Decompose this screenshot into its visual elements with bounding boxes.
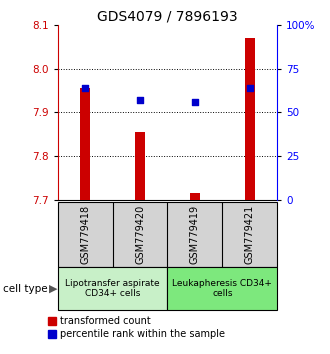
Text: GSM779420: GSM779420: [135, 205, 145, 264]
Point: [247, 85, 252, 91]
FancyBboxPatch shape: [58, 202, 277, 267]
Text: Leukapheresis CD34+
cells: Leukapheresis CD34+ cells: [172, 279, 272, 298]
Bar: [245, 38, 255, 200]
Legend: transformed count, percentile rank within the sample: transformed count, percentile rank withi…: [48, 316, 225, 339]
Text: Lipotransfer aspirate
CD34+ cells: Lipotransfer aspirate CD34+ cells: [65, 279, 160, 298]
Text: ▶: ▶: [49, 284, 57, 293]
Text: cell type: cell type: [3, 284, 48, 293]
Bar: [135, 132, 145, 200]
Text: GSM779418: GSM779418: [80, 205, 90, 264]
Text: GSM779419: GSM779419: [190, 205, 200, 264]
FancyBboxPatch shape: [58, 267, 168, 310]
Title: GDS4079 / 7896193: GDS4079 / 7896193: [97, 10, 238, 24]
Point: [137, 97, 143, 103]
Bar: [80, 88, 90, 200]
Point: [192, 99, 198, 105]
FancyBboxPatch shape: [168, 267, 277, 310]
Bar: [190, 193, 200, 200]
Text: GSM779421: GSM779421: [245, 205, 255, 264]
Point: [82, 85, 88, 91]
